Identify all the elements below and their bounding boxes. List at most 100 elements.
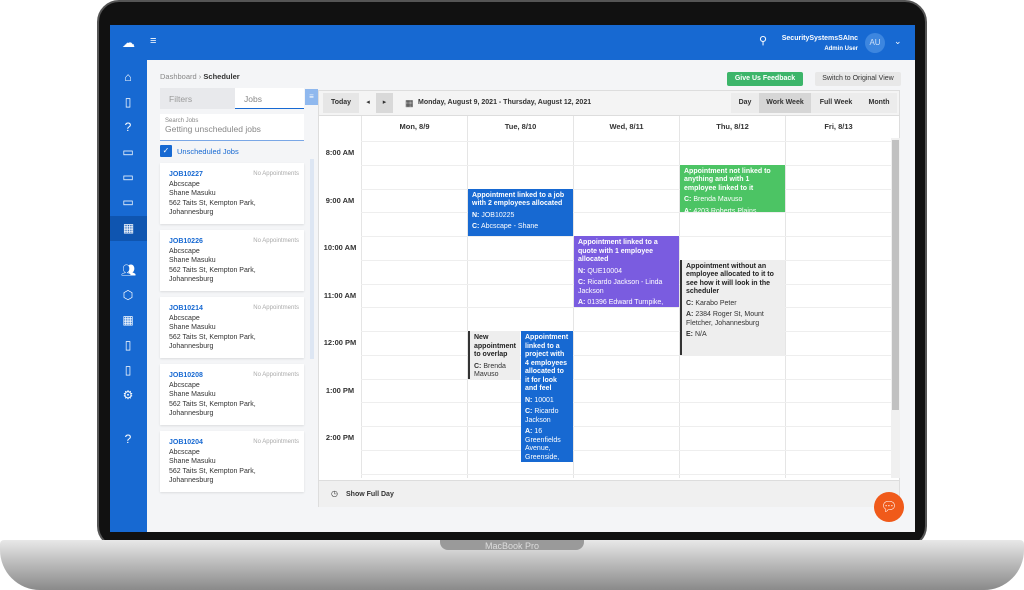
event-title: Appointment not linked to anything and w…	[684, 167, 771, 192]
job-card[interactable]: JOB10208 No Appointments Abcscape Shane …	[160, 364, 304, 425]
job-list-scrollbar[interactable]	[310, 159, 314, 359]
appointment-event[interactable]: Appointment without an employee allocate…	[680, 259, 785, 355]
calendar-icon[interactable]: ▦	[122, 313, 134, 327]
calendar: Today ◂ ▸ ▦ Monday, August 9, 2021 - Thu…	[318, 90, 900, 507]
event-detail: C: Brenda Mavuso	[474, 362, 506, 379]
appointment-event[interactable]: New appointment to overlap C: Brenda Mavu…	[468, 331, 520, 379]
grid-line	[361, 402, 891, 404]
job-address: 562 Taits St, Kempton Park, Johannesburg	[169, 266, 256, 284]
view-work-week[interactable]: Work Week	[759, 93, 811, 113]
event-detail: N: QUE10004	[578, 267, 622, 275]
event-title: Appointment without an employee allocate…	[686, 262, 774, 296]
switch-view-button[interactable]: Switch to Original View	[815, 72, 901, 86]
event-detail: C: Brenda Mavuso	[684, 196, 743, 204]
clipboard-icon[interactable]: ▭	[122, 145, 134, 159]
job-address: 562 Taits St, Kempton Park, Johannesburg	[169, 400, 256, 418]
event-detail: A: 4203 Roberts Plains,	[684, 207, 759, 213]
view-full-week[interactable]: Full Week	[811, 93, 861, 113]
calendar-icon[interactable]: ▦	[110, 216, 147, 241]
box-icon[interactable]: ⬡	[122, 288, 134, 302]
clipboard-icon[interactable]: ▭	[122, 170, 134, 184]
panel-toggle-icon[interactable]: ≡	[305, 89, 318, 105]
company-name: SecuritySystemsSAInc	[781, 35, 858, 42]
breadcrumb-dashboard[interactable]: Dashboard	[160, 72, 197, 81]
help-icon[interactable]: ?	[124, 120, 132, 134]
event-detail: A: 01396 Edward Turnpike,	[578, 299, 664, 306]
job-id[interactable]: JOB10214	[169, 305, 203, 312]
grid-line	[361, 473, 891, 475]
users-icon[interactable]: 👥︎	[121, 263, 137, 277]
job-card[interactable]: JOB10204 No Appointments Abcscape Shane …	[160, 431, 304, 492]
job-card[interactable]: JOB10214 No Appointments Abcscape Shane …	[160, 297, 304, 358]
unscheduled-label: Unscheduled Jobs	[177, 147, 239, 156]
feedback-button[interactable]: Give Us Feedback	[727, 72, 803, 86]
avatar[interactable]: AU	[865, 33, 885, 53]
day-header: Wed, 8/11	[573, 116, 679, 138]
clipboard-icon[interactable]: ▭	[122, 195, 134, 209]
show-full-day-button[interactable]: Show Full Day	[346, 491, 394, 498]
job-id[interactable]: JOB10208	[169, 372, 203, 379]
menu-icon[interactable]: ≡	[150, 35, 157, 47]
event-detail: N: JOB10225	[472, 211, 515, 219]
event-detail: C: Ricardo Jackson - Linda Jackson	[578, 279, 663, 295]
app-screen: ☁ ≡ ⚲ SecuritySystemsSAInc Admin User AU…	[110, 25, 915, 532]
tab-filters[interactable]: Filters	[160, 88, 235, 109]
next-arrow-icon[interactable]: ▸	[376, 93, 393, 113]
search-jobs-input[interactable]: Search Jobs Getting unscheduled jobs	[160, 114, 304, 141]
prev-arrow-icon[interactable]: ◂	[366, 99, 370, 106]
day-header: Thu, 8/12	[679, 116, 785, 138]
settings-icon[interactable]: ⚙	[122, 388, 134, 402]
job-client: Abcscape	[169, 448, 200, 456]
appointment-event[interactable]: Appointment linked to a job with 2 emplo…	[468, 188, 573, 236]
chat-icon[interactable]: 💬︎	[874, 492, 904, 522]
calendar-toolbar: Today ◂ ▸ ▦ Monday, August 9, 2021 - Thu…	[319, 91, 899, 116]
calendar-footer: ◷ Show Full Day	[319, 480, 899, 507]
event-title: Appointment linked to a job with 2 emplo…	[472, 191, 565, 208]
top-bar: ☁ ≡ ⚲ SecuritySystemsSAInc Admin User AU…	[110, 25, 915, 60]
tab-jobs[interactable]: Jobs	[235, 88, 304, 109]
event-detail: C: Abcscape - Shane	[472, 223, 539, 230]
grid-line	[361, 141, 891, 142]
today-button[interactable]: Today	[323, 93, 359, 113]
event-title: Appointment linked to a project with 4 e…	[525, 334, 569, 392]
job-id[interactable]: JOB10226	[169, 238, 203, 245]
appointment-event[interactable]: Appointment linked to a project with 4 e…	[521, 331, 573, 462]
user-role: Admin User	[824, 46, 858, 52]
event-detail: E: N/A	[686, 331, 707, 339]
job-id[interactable]: JOB10204	[169, 439, 203, 446]
document-icon[interactable]: ▯	[124, 363, 132, 377]
home-icon[interactable]: ⌂	[124, 70, 132, 84]
calendar-picker-icon[interactable]: ▦	[405, 98, 414, 108]
grid-line	[361, 378, 891, 380]
search-icon[interactable]: ⚲	[759, 35, 768, 47]
job-contact: Shane Masuku	[169, 257, 216, 264]
chevron-down-icon[interactable]: ⌄	[894, 36, 902, 46]
time-label: 2:00 PM	[325, 433, 355, 442]
calendar-scrollbar[interactable]	[891, 138, 900, 478]
view-month[interactable]: Month	[861, 93, 897, 113]
unscheduled-checkbox[interactable]: ✓	[160, 145, 172, 157]
clock-icon: ◷	[331, 489, 338, 498]
day-header: Tue, 8/10	[467, 116, 573, 138]
event-title: New appointment to overlap	[474, 334, 516, 358]
job-client: Abcscape	[169, 247, 200, 255]
job-card[interactable]: JOB10226 No Appointments Abcscape Shane …	[160, 230, 304, 291]
appointment-status: No Appointments	[253, 372, 299, 378]
view-day[interactable]: Day	[731, 93, 759, 113]
job-card[interactable]: JOB10227 No Appointments Abcscape Shane …	[160, 163, 304, 224]
day-header: Mon, 8/9	[361, 116, 467, 138]
appointment-status: No Appointments	[253, 171, 299, 177]
date-range[interactable]: Monday, August 9, 2021 - Thursday, Augus…	[418, 99, 592, 106]
job-client: Abcscape	[169, 381, 200, 389]
event-detail: N: 10001	[525, 396, 554, 404]
document-icon[interactable]: ▯	[124, 338, 132, 352]
sidebar: ⌂ ▯ ? ▭ ▭ ▭ ▦ 👥︎ ⬡ ▦ ▯ ▯ ⚙ ?	[110, 60, 147, 532]
document-icon[interactable]: ▯	[124, 95, 132, 109]
grid-line	[361, 188, 891, 190]
appointment-event[interactable]: Appointment linked to a quote with 1 emp…	[574, 236, 679, 308]
job-contact: Shane Masuku	[169, 324, 216, 331]
help-icon[interactable]: ?	[124, 432, 132, 446]
day-header: Fri, 8/13	[785, 116, 891, 138]
job-id[interactable]: JOB10227	[169, 171, 203, 178]
appointment-event[interactable]: Appointment not linked to anything and w…	[680, 164, 785, 213]
